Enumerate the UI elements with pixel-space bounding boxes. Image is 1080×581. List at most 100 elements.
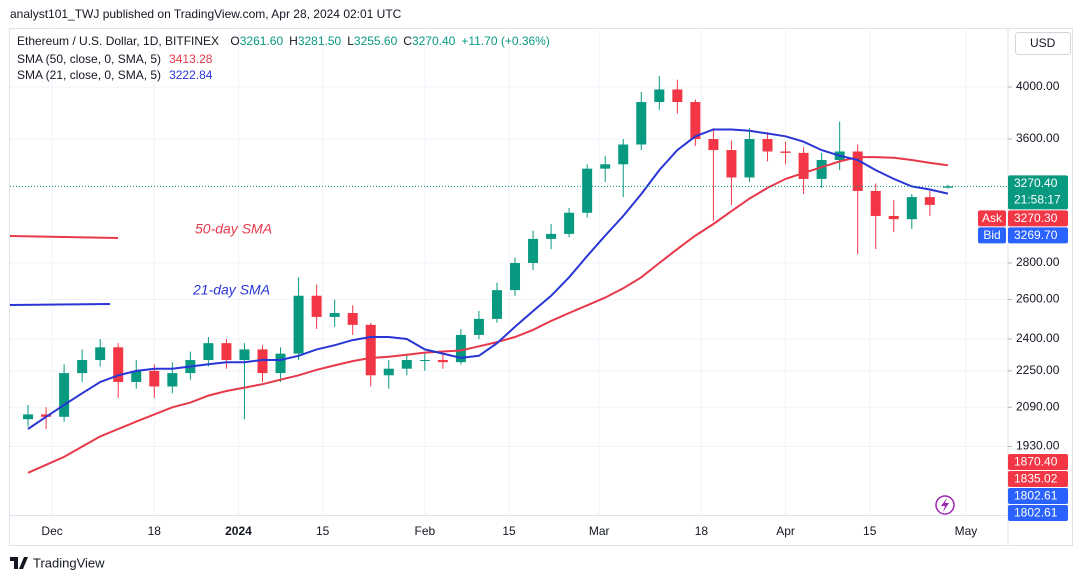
price-label-name: Bid xyxy=(983,228,1000,242)
ohlc-key: L xyxy=(347,34,354,48)
candle-body xyxy=(888,215,899,220)
candle-body xyxy=(582,168,593,213)
price-label: 1802.61 xyxy=(1014,489,1058,503)
candle-body xyxy=(383,368,394,376)
candle-body xyxy=(257,349,268,374)
candle-body xyxy=(473,318,484,335)
y-tick-label: 2800.00 xyxy=(1016,255,1060,269)
candle-body xyxy=(311,295,322,317)
currency[interactable]: USD xyxy=(1030,36,1056,50)
y-tick-label: 2600.00 xyxy=(1016,292,1060,306)
candle-body xyxy=(95,347,106,361)
candle-body xyxy=(491,290,502,319)
x-tick-label: 15 xyxy=(502,524,516,538)
candle-body xyxy=(744,138,755,178)
x-tick-label: 18 xyxy=(695,524,709,538)
price-label-box xyxy=(1008,210,1068,227)
lightning-icon[interactable] xyxy=(935,495,955,515)
x-tick-label: 15 xyxy=(316,524,330,538)
price-label-box xyxy=(1008,227,1068,244)
candle-body xyxy=(167,373,178,387)
legend-value: 3222.84 xyxy=(169,68,213,82)
price-label: 1835.02 xyxy=(1014,472,1058,486)
price-label: 3270.30 xyxy=(1014,211,1058,225)
x-tick-label: Apr xyxy=(776,524,795,538)
candle-body xyxy=(672,89,683,103)
y-tick-label: 2400.00 xyxy=(1016,331,1060,345)
y-tick-label: 1930.00 xyxy=(1016,439,1060,453)
symbol: Ethereum / U.S. Dollar, 1D, BITFINEX xyxy=(17,34,219,48)
candle-body xyxy=(528,238,539,263)
x-tick-label: 15 xyxy=(863,524,877,538)
legend-name: SMA (50, close, 0, SMA, 5) xyxy=(17,52,161,66)
price-label-box xyxy=(1008,471,1068,488)
x-tick-label: Dec xyxy=(41,524,62,538)
candle-body xyxy=(906,197,917,220)
candle-body xyxy=(239,349,250,361)
header: analyst101_TWJ published on TradingView.… xyxy=(10,7,402,21)
candle-body xyxy=(564,212,575,234)
price-label-name-box xyxy=(978,210,1006,227)
legend-sma: SMA (21, close, 0, SMA, 5) 3222.84 xyxy=(17,68,213,82)
logo[interactable] xyxy=(10,557,28,569)
footer[interactable]: TradingView xyxy=(33,555,105,570)
candle-body xyxy=(618,144,629,165)
price-label-box xyxy=(1008,488,1068,505)
candle-body xyxy=(852,151,863,191)
ohlc-value: 3255.60 xyxy=(354,34,398,48)
frame xyxy=(9,28,1073,546)
candle-body xyxy=(59,373,70,417)
ohlc-value: 3270.40 xyxy=(412,34,456,48)
candle-body xyxy=(293,295,304,354)
ohlc-key: O xyxy=(230,34,239,48)
annotation: 21-day SMA xyxy=(192,282,270,298)
candle-body xyxy=(690,102,701,139)
price-label-box xyxy=(1008,505,1068,522)
legend-main: Ethereum / U.S. Dollar, 1D, BITFINEX O32… xyxy=(17,34,550,48)
candle-body xyxy=(654,89,665,103)
candle-body xyxy=(870,190,881,216)
price-label-name-box xyxy=(978,227,1006,244)
candle-body xyxy=(77,360,88,374)
candle-body xyxy=(203,343,214,361)
candle-body xyxy=(726,150,737,178)
candle-body xyxy=(816,159,827,179)
x-tick-label: May xyxy=(955,524,978,538)
y-tick-label: 2250.00 xyxy=(1016,363,1060,377)
candle-body xyxy=(221,343,232,361)
candle-body xyxy=(41,414,52,417)
ohlc-key: H xyxy=(289,34,298,48)
candle-body xyxy=(600,164,611,169)
legend-value: 3413.28 xyxy=(169,52,213,66)
candle-body xyxy=(401,360,412,369)
sma-line xyxy=(27,128,949,430)
candle-body xyxy=(365,324,376,376)
annotation: 50-day SMA xyxy=(195,221,272,237)
candle-body xyxy=(636,102,647,145)
price-label-name: Ask xyxy=(982,211,1003,225)
candle-body xyxy=(708,138,719,151)
ohlc: O3261.60 H3281.50 L3255.60 C3270.40 +11.70 (… xyxy=(230,34,549,48)
sma-line xyxy=(27,156,949,474)
candle-body xyxy=(113,347,124,382)
x-tick-label: 2024 xyxy=(225,524,252,538)
x-tick-label: Feb xyxy=(414,524,435,538)
y-tick-label: 3600.00 xyxy=(1016,131,1060,145)
ohlc-value: 3261.60 xyxy=(240,34,284,48)
candle-body xyxy=(924,197,935,205)
candle-body xyxy=(780,151,791,153)
price-label: 1802.61 xyxy=(1014,506,1058,520)
candle-body xyxy=(798,152,809,179)
candle-body xyxy=(347,313,358,325)
currency-box[interactable] xyxy=(1015,32,1071,55)
price-label: 3270.40 xyxy=(1014,176,1058,190)
countdown: 21:58:17 xyxy=(1014,193,1061,207)
price-label-box xyxy=(1008,175,1068,210)
legend-name: SMA (21, close, 0, SMA, 5) xyxy=(17,68,161,82)
price-label-box xyxy=(1008,454,1068,471)
ohlc-key: C xyxy=(403,34,412,48)
x-tick-label: Mar xyxy=(589,524,610,538)
